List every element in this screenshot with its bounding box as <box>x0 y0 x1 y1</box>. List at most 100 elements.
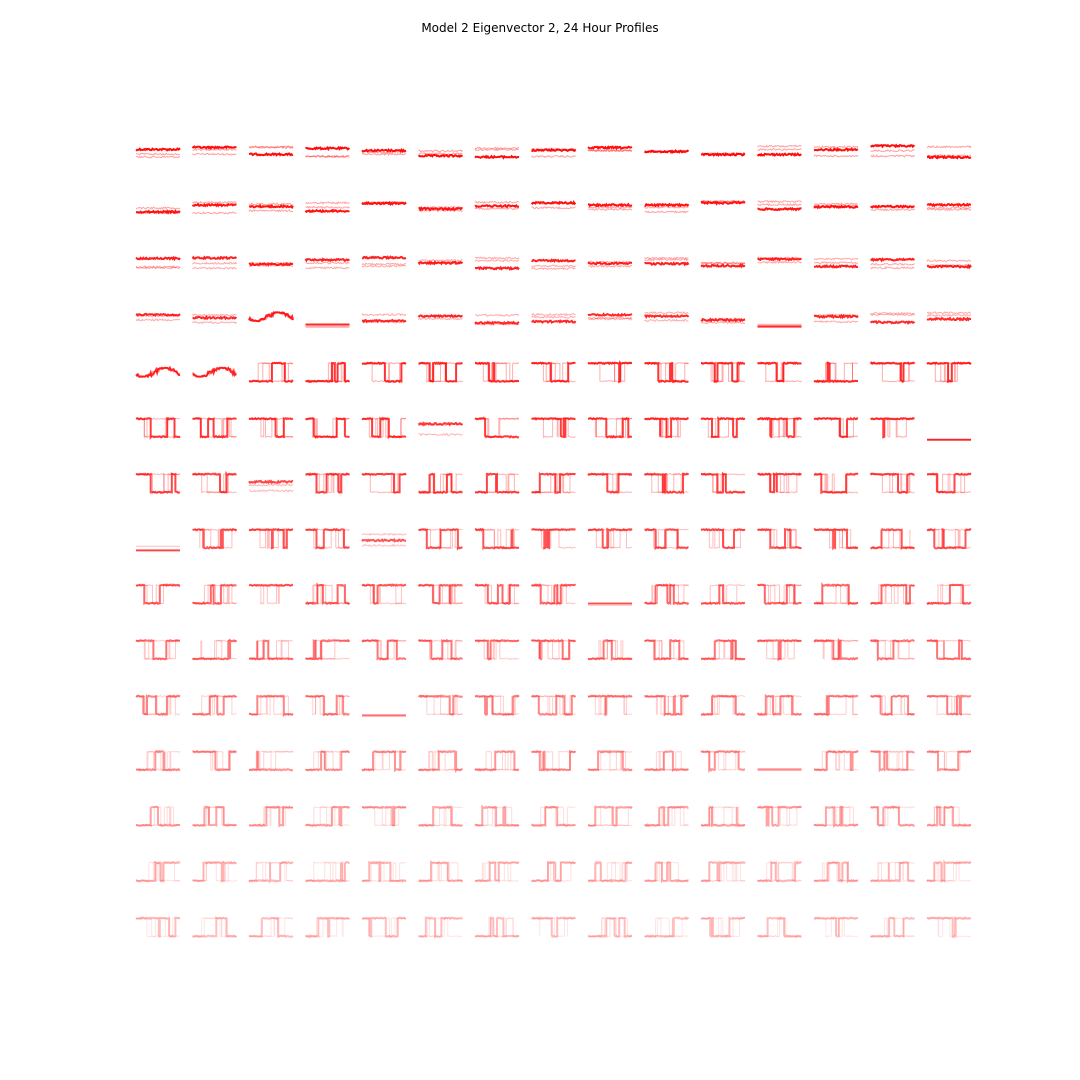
profile-panel-r4-c13 <box>813 313 859 324</box>
profile-panel-r13-c6 <box>418 805 463 828</box>
profile-trace <box>587 416 633 439</box>
profile-trace <box>870 266 915 270</box>
profile-trace <box>587 207 633 212</box>
profile-trace <box>248 261 294 266</box>
profile-panel-r11-c14 <box>870 694 915 717</box>
profile-trace <box>700 472 746 494</box>
profile-trace <box>869 472 915 494</box>
profile-trace <box>305 154 350 159</box>
profile-trace <box>417 421 464 427</box>
profile-panel-r14-c6 <box>418 859 464 883</box>
profile-panel-r9-c4 <box>305 582 351 606</box>
profile-trace <box>530 860 576 883</box>
profile-trace <box>305 205 350 210</box>
profile-trace <box>644 639 689 660</box>
profile-panel-r6-c10 <box>644 416 689 439</box>
profile-trace <box>700 319 746 323</box>
profile-trace <box>587 694 633 716</box>
profile-trace <box>700 153 746 157</box>
profile-trace <box>192 861 237 882</box>
profile-trace <box>813 916 859 938</box>
profile-panel-r7-c11 <box>700 471 746 495</box>
profile-trace <box>531 639 576 660</box>
profile-trace <box>474 861 520 882</box>
profile-trace <box>248 362 293 383</box>
profile-trace <box>869 638 915 662</box>
profile-trace <box>588 639 632 660</box>
profile-trace <box>700 199 746 204</box>
profile-trace <box>530 693 577 716</box>
profile-trace <box>136 209 181 215</box>
profile-trace <box>474 695 520 716</box>
profile-trace <box>531 750 576 772</box>
profile-trace <box>361 152 407 157</box>
profile-trace <box>192 694 237 716</box>
profile-panel-r8-c6 <box>418 527 463 551</box>
profile-trace <box>474 265 520 271</box>
profile-trace <box>757 917 802 938</box>
profile-panel-r6-c8 <box>531 417 576 439</box>
profile-trace <box>135 694 181 717</box>
profile-panel-r6-c13 <box>813 416 859 439</box>
profile-panel-r4-c4 <box>305 323 350 328</box>
profile-trace <box>644 528 689 549</box>
profile-panel-r10-c9 <box>587 639 633 661</box>
profile-panel-r12-c8 <box>531 749 577 772</box>
profile-trace <box>361 917 407 938</box>
profile-trace <box>361 417 407 439</box>
profile-panel-r8-c9 <box>587 527 633 550</box>
profile-panel-r15-c11 <box>700 916 746 939</box>
profile-trace <box>248 528 294 550</box>
profile-panel-r13-c4 <box>305 805 351 828</box>
profile-panel-r13-c12 <box>756 804 802 828</box>
profile-panel-r7-c12 <box>757 472 802 494</box>
profile-panel-r1-c8 <box>530 147 577 159</box>
profile-trace <box>417 749 463 774</box>
profile-trace <box>192 583 237 606</box>
profile-trace <box>192 417 237 438</box>
profile-panel-r12-c4 <box>305 750 350 772</box>
profile-trace <box>644 473 689 494</box>
profile-trace <box>531 362 576 383</box>
profile-panel-r7-c3 <box>248 479 294 493</box>
profile-panel-r5-c5 <box>361 361 407 384</box>
profile-trace <box>135 583 181 605</box>
profile-trace <box>870 205 915 209</box>
profile-trace <box>192 266 237 270</box>
profile-trace <box>870 473 915 494</box>
profile-trace <box>474 806 520 827</box>
profile-trace <box>474 362 520 383</box>
profile-trace <box>757 417 802 439</box>
profile-panel-r6-c3 <box>248 416 294 439</box>
profile-trace <box>474 207 520 211</box>
profile-panel-r12-c5 <box>361 749 407 773</box>
profile-panel-r7-c15 <box>926 472 972 494</box>
profile-trace <box>305 265 350 270</box>
profile-trace <box>700 417 746 439</box>
profile-panel-r8-c15 <box>926 527 972 550</box>
profile-trace <box>248 361 294 384</box>
profile-trace <box>135 916 181 938</box>
profile-panel-r12-c12 <box>757 768 802 771</box>
profile-trace <box>757 639 802 660</box>
profile-trace <box>700 750 746 772</box>
profile-panel-r8-c4 <box>305 527 350 550</box>
profile-trace <box>813 805 858 827</box>
profile-trace <box>926 861 972 882</box>
profile-trace <box>248 750 294 771</box>
profile-panel-r12-c15 <box>926 749 972 773</box>
profile-trace <box>304 257 350 263</box>
profile-trace <box>531 319 577 324</box>
profile-trace <box>926 805 972 828</box>
profile-trace <box>135 255 181 262</box>
profile-trace <box>474 528 520 549</box>
profile-panel-r13-c2 <box>192 805 238 828</box>
profile-trace <box>644 916 689 939</box>
profile-panel-r4-c3 <box>248 311 294 323</box>
profile-trace <box>474 256 520 260</box>
profile-trace <box>701 805 746 828</box>
profile-panel-r5-c9 <box>587 360 633 384</box>
profile-panel-r15-c4 <box>304 916 350 939</box>
profile-trace <box>927 916 972 938</box>
profile-trace <box>475 313 520 317</box>
